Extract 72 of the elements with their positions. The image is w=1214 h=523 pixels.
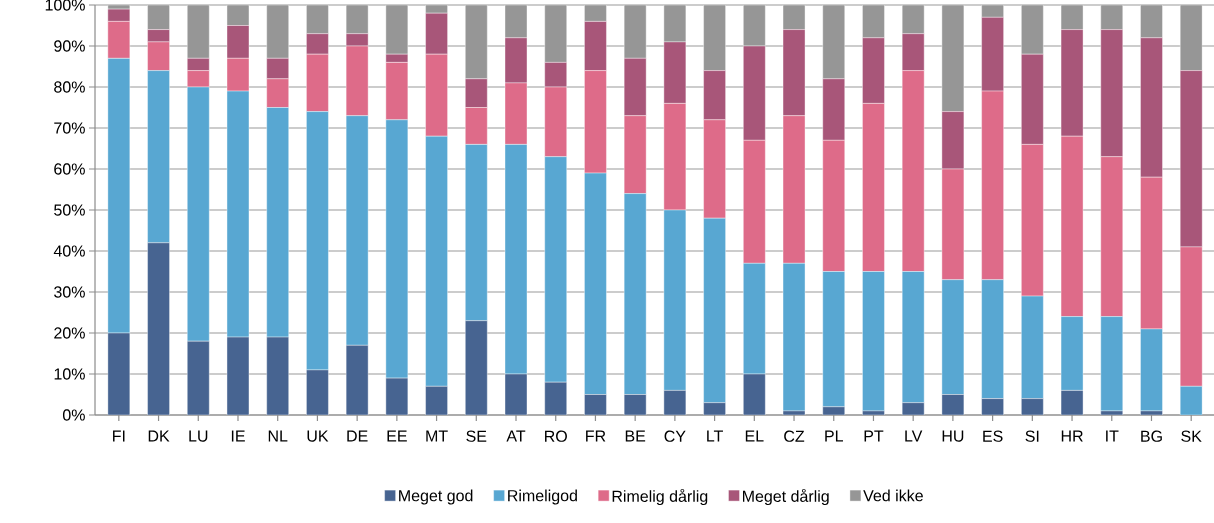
x-tick-label: SI xyxy=(1025,430,1039,442)
bar xyxy=(266,107,289,338)
bar xyxy=(1180,386,1203,415)
y-tick-label: 40% xyxy=(53,245,85,257)
y-tick-label: 30% xyxy=(54,286,85,298)
x-tick-label: PT xyxy=(864,430,884,442)
x-tick-label: NL xyxy=(268,430,288,442)
bar xyxy=(345,115,369,346)
x-tick-label: RO xyxy=(545,430,567,442)
bar xyxy=(862,271,885,412)
legend-label: Meget god xyxy=(399,489,473,505)
x-tick-label: DK xyxy=(148,430,170,442)
x-tick-label: BG xyxy=(1141,430,1162,442)
y-tick-label: 20% xyxy=(54,327,85,339)
x-tick-label: HR xyxy=(1061,430,1083,442)
x-tick-label: EE xyxy=(387,430,407,442)
x-tick-label: SK xyxy=(1181,430,1202,442)
legend-label: Ved ikke xyxy=(863,489,923,502)
bar xyxy=(782,263,806,412)
y-tick-label: 70% xyxy=(54,122,85,134)
x-tick-label: UK xyxy=(307,430,329,442)
bar xyxy=(425,136,448,387)
x-tick-label: IT xyxy=(1106,430,1119,442)
bar xyxy=(385,119,409,379)
x-tick-label: FI xyxy=(113,430,125,442)
x-tick-label: PL xyxy=(825,430,843,442)
bar xyxy=(187,86,210,342)
bar xyxy=(584,172,607,395)
bar xyxy=(504,144,528,375)
bar xyxy=(941,279,965,395)
bar xyxy=(465,144,488,321)
x-tick-label: AT xyxy=(506,430,526,442)
bar xyxy=(703,218,726,403)
y-tick-label: 90% xyxy=(54,40,85,52)
y-tick-label: 10% xyxy=(54,368,85,380)
bar xyxy=(822,271,845,407)
bar xyxy=(147,70,170,243)
bar xyxy=(306,111,329,371)
bar xyxy=(743,263,766,375)
x-tick-label: MT xyxy=(426,430,448,442)
bar xyxy=(226,90,250,338)
x-tick-label: LU xyxy=(189,430,208,442)
bar xyxy=(544,156,567,383)
bar xyxy=(1060,316,1084,391)
bar xyxy=(1100,316,1123,412)
bar xyxy=(981,279,1004,399)
y-tick-label: 60% xyxy=(54,163,85,175)
legend-label: Meget dårlig xyxy=(743,488,829,506)
bar xyxy=(901,271,925,403)
bar xyxy=(107,58,131,334)
legend-label: Rimeligod xyxy=(508,489,577,505)
y-tick-label: 50% xyxy=(54,204,85,216)
x-tick-label: HU xyxy=(942,430,964,442)
x-tick-label: DE xyxy=(347,430,368,442)
x-tick-label: LV xyxy=(905,430,923,442)
x-tick-label: EL xyxy=(745,430,764,442)
bar xyxy=(623,193,647,395)
x-tick-label: FR xyxy=(586,430,606,442)
y-tick-label: 0% xyxy=(62,409,85,421)
x-tick-label: ES xyxy=(983,430,1003,442)
bar xyxy=(1021,295,1044,399)
bar xyxy=(663,209,687,391)
x-tick-label: LT xyxy=(707,430,723,442)
bar xyxy=(1140,328,1163,412)
y-tick-label: 100% xyxy=(45,0,85,11)
x-tick-label: IE xyxy=(231,430,245,442)
x-tick-label: CY xyxy=(664,430,686,442)
x-tick-label: BE xyxy=(625,430,646,442)
y-tick-label: 80% xyxy=(54,81,85,93)
x-tick-label: SE xyxy=(466,430,487,442)
legend-label: Rimelig dårlig xyxy=(612,488,708,506)
x-tick-label: CZ xyxy=(784,430,805,442)
